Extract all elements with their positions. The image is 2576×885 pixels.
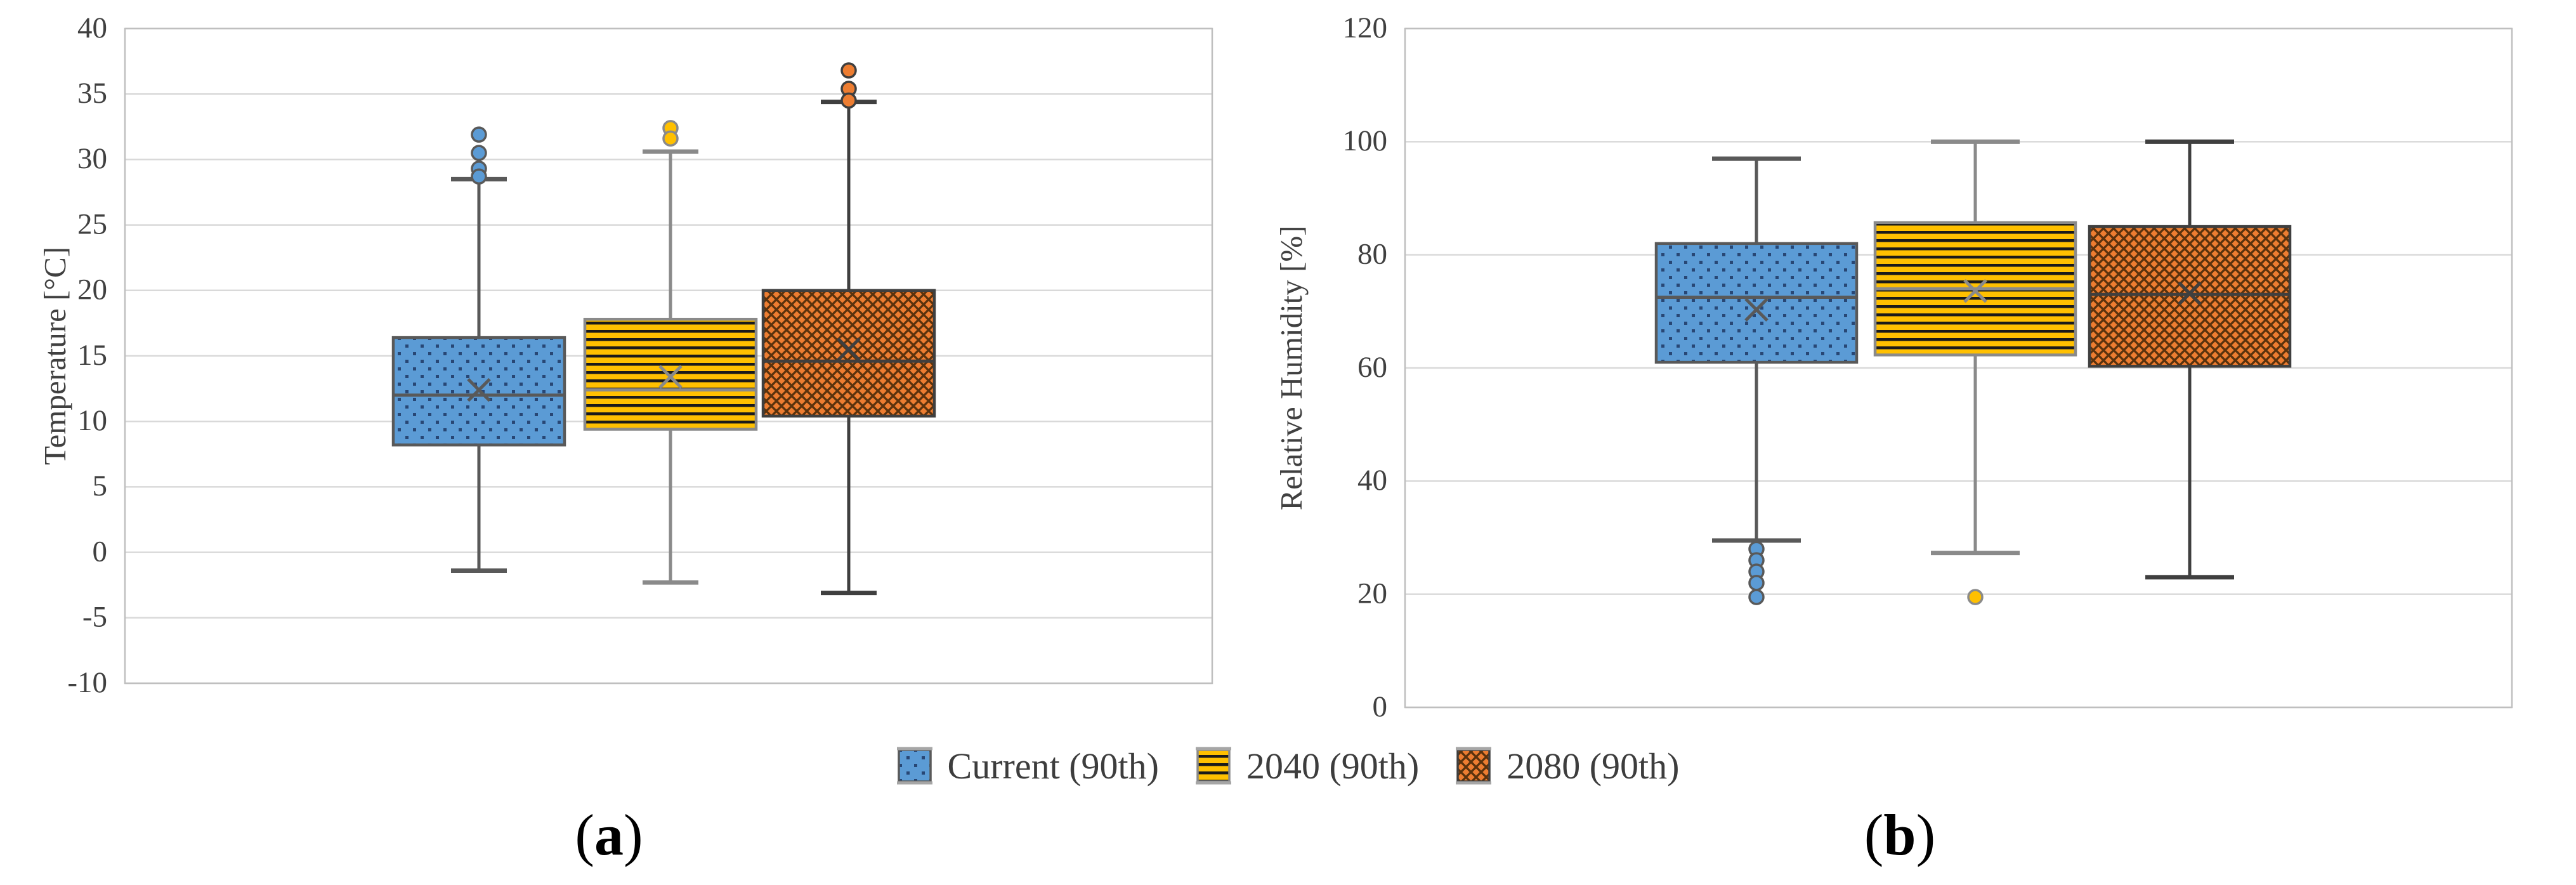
mean-x-marker xyxy=(1744,298,1769,322)
box-series-current-90th- xyxy=(391,126,566,573)
y-tick-label: 120 xyxy=(1343,11,1388,44)
y-tick-label: -10 xyxy=(67,666,107,699)
legend-swatch-dots-icon xyxy=(896,747,932,785)
y-tick-label: -5 xyxy=(82,601,107,634)
y-tick-label: 60 xyxy=(1357,351,1387,384)
y-tick-label: 25 xyxy=(77,207,107,240)
y-axis-title: Relative Humidity [%] xyxy=(1274,225,1309,510)
outlier-point xyxy=(662,130,679,147)
box-series-2040-90th- xyxy=(1873,139,2077,605)
box-series-2040-90th- xyxy=(583,120,758,585)
outlier-point xyxy=(840,62,857,79)
y-tick-label: 0 xyxy=(1373,690,1388,723)
caption-b: (b) xyxy=(1864,803,1935,867)
box-series-2080-90th- xyxy=(761,62,936,596)
y-axis-title: Temperature [°C] xyxy=(37,247,72,465)
y-tick-label: 40 xyxy=(77,11,107,44)
outlier-point xyxy=(471,145,487,161)
outlier-point xyxy=(471,126,487,143)
legend: Current (90th) 2040 (90th) 2080 (90th) xyxy=(0,731,2576,801)
outlier-point xyxy=(1748,589,1765,605)
mean-x-marker xyxy=(658,365,683,389)
box-series-current-90th- xyxy=(1654,156,1859,605)
iqr-box xyxy=(761,289,936,418)
mean-x-marker xyxy=(837,337,861,362)
mean-x-marker xyxy=(467,377,491,402)
caption-b-open: ( xyxy=(1864,803,1884,867)
y-tick-label: 0 xyxy=(93,535,108,568)
caption-b-close: ) xyxy=(1916,803,1936,867)
legend-item-2080-90th-: 2080 (90th) xyxy=(1456,745,1679,787)
y-tick-label: 40 xyxy=(1357,464,1387,497)
outlier-point xyxy=(471,168,487,185)
mean-x-marker xyxy=(2178,281,2202,306)
caption-a-open: ( xyxy=(575,803,594,867)
box-series-2080-90th- xyxy=(2088,139,2292,580)
y-tick-label: 5 xyxy=(93,469,108,502)
legend-item-2040-90th-: 2040 (90th) xyxy=(1195,745,1420,787)
iqr-box xyxy=(2088,225,2292,368)
iqr-box xyxy=(583,317,758,431)
caption-a-letter: a xyxy=(594,803,624,867)
legend-label: 2080 (90th) xyxy=(1507,745,1680,787)
legend-item-current-90th-: Current (90th) xyxy=(896,745,1159,787)
y-tick-label: 20 xyxy=(77,273,107,306)
y-tick-label: 35 xyxy=(77,77,107,110)
caption-a: (a) xyxy=(575,803,643,867)
outlier-point xyxy=(1748,575,1765,591)
outlier-point xyxy=(840,92,857,109)
legend-label: Current (90th) xyxy=(947,745,1159,787)
outlier-point xyxy=(1967,589,1984,605)
y-tick-label: 15 xyxy=(77,339,107,372)
legend-swatch-crosshatch-icon xyxy=(1456,747,1492,785)
plot-frame xyxy=(1404,27,2513,709)
y-tick-label: 100 xyxy=(1343,124,1388,157)
y-tick-label: 20 xyxy=(1357,577,1387,610)
y-tick-label: 10 xyxy=(77,404,107,437)
y-tick-label: 80 xyxy=(1357,237,1387,270)
iqr-box xyxy=(1654,242,1859,364)
mean-x-marker xyxy=(1963,279,1987,303)
plot-frame xyxy=(124,27,1213,685)
temperature-boxplot-chart: 40 35 30 25 20 15 10 5 0 -5 -10 Temperature [°C] xyxy=(37,11,1213,699)
caption-b-letter: b xyxy=(1883,803,1916,867)
y-tick-label: 30 xyxy=(77,142,107,175)
legend-label: 2040 (90th) xyxy=(1246,745,1420,787)
legend-swatch-hstripes-icon xyxy=(1195,747,1231,785)
caption-a-close: ) xyxy=(624,803,643,867)
humidity-boxplot-chart: 120 100 80 60 40 20 0 Relative Humidity [%] xyxy=(1274,11,2513,723)
